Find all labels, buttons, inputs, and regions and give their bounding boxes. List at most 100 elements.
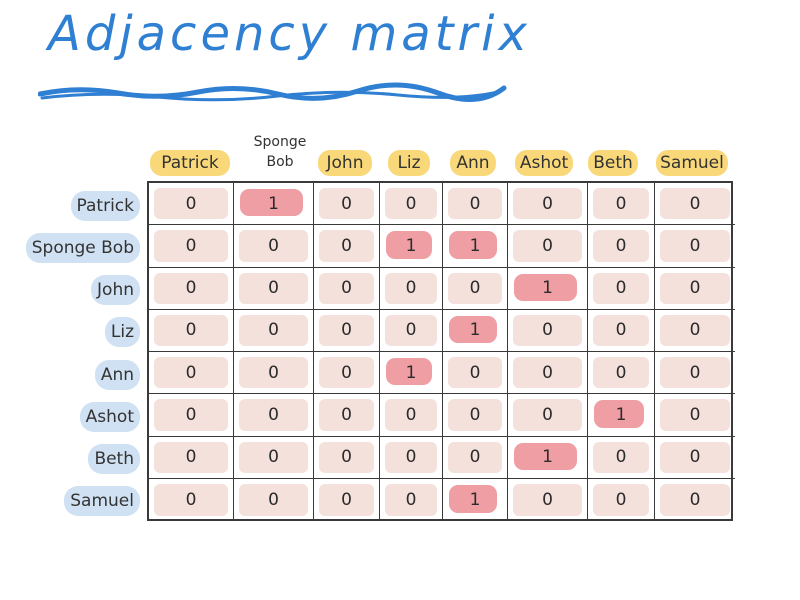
matrix-cell: 0 <box>588 225 655 268</box>
row-header-sponge-bob: Sponge Bob <box>25 233 140 263</box>
cell-background <box>239 230 308 262</box>
edge-highlight <box>386 231 432 259</box>
matrix-cell-value: 0 <box>615 320 627 341</box>
matrix-cell-value: 0 <box>689 489 701 510</box>
edge-highlight <box>386 358 432 386</box>
matrix-cell: 0 <box>443 183 508 226</box>
cell-background <box>154 399 228 431</box>
matrix-cell-value: 0 <box>542 489 553 510</box>
matrix-cell-value: 0 <box>268 489 279 510</box>
cell-background <box>385 314 437 346</box>
matrix-cell: 0 <box>443 352 508 395</box>
row-header-ann: Ann <box>94 360 140 390</box>
matrix-cell: 0 <box>588 478 655 521</box>
matrix-cell-value: 1 <box>405 362 417 383</box>
cell-background <box>319 314 374 346</box>
cell-background <box>593 314 649 346</box>
cell-background <box>319 399 374 431</box>
cell-background <box>154 230 228 262</box>
matrix-cell: 0 <box>508 352 588 395</box>
matrix-cell: 0 <box>655 479 735 521</box>
matrix-cell: 0 <box>314 478 380 521</box>
matrix-cell: 1 <box>443 478 508 521</box>
cell-background <box>593 188 649 220</box>
cell-background <box>593 357 649 389</box>
cell-background <box>660 314 730 346</box>
matrix-cell: 1 <box>443 225 508 268</box>
matrix-cell-value: 0 <box>185 235 197 256</box>
matrix-cell-value: 0 <box>185 489 197 510</box>
matrix-cell-value: 0 <box>268 278 279 299</box>
matrix-cell: 0 <box>234 478 314 521</box>
matrix-cell: 0 <box>380 478 443 521</box>
matrix-cell-value: 0 <box>268 235 279 256</box>
cell-background <box>154 357 228 389</box>
matrix-cell: 0 <box>314 352 380 395</box>
matrix-cell: 0 <box>234 436 314 479</box>
matrix-cell-value: 0 <box>341 362 352 383</box>
cell-background <box>239 357 308 389</box>
matrix-cell-value: 0 <box>469 447 481 468</box>
edge-highlight <box>594 400 644 428</box>
matrix-cell-value: 0 <box>268 404 279 425</box>
matrix-cell-value: 0 <box>405 193 417 214</box>
matrix-cell: 0 <box>234 394 314 437</box>
matrix-cell: 0 <box>149 309 234 352</box>
cell-background <box>154 314 228 346</box>
adjacency-matrix-grid: 0 1 0 0 0 0 0 0 0 0 0 1 1 0 0 0 0 0 0 0 0 1 0 0 0 0 0 0 1 0 0 0 0 0 0 1 0 0 0 0… <box>147 181 735 521</box>
row-header-beth: Beth <box>88 444 140 474</box>
matrix-cell-value: 0 <box>615 235 627 256</box>
matrix-cell-value: 0 <box>405 320 417 341</box>
cell-background <box>513 399 582 431</box>
cell-background <box>154 188 228 220</box>
matrix-cell: 0 <box>314 267 380 310</box>
cell-background <box>660 441 730 473</box>
matrix-cell-value: 1 <box>405 235 417 256</box>
row-header-liz: Liz <box>104 317 140 347</box>
matrix-cell-value: 1 <box>469 489 481 510</box>
matrix-cell: 0 <box>314 183 380 226</box>
matrix-cell: 0 <box>380 436 443 479</box>
matrix-cell: 0 <box>149 183 234 226</box>
matrix-cell-value: 0 <box>615 362 627 383</box>
cell-background <box>660 357 730 389</box>
matrix-cell: 0 <box>443 267 508 310</box>
edge-highlight <box>514 442 577 470</box>
matrix-cell-value: 0 <box>341 235 352 256</box>
matrix-cell-value: 0 <box>341 320 352 341</box>
page-title: Adjacency matrix <box>48 6 531 62</box>
matrix-cell: 0 <box>508 183 588 226</box>
matrix-cell-value: 1 <box>542 278 553 299</box>
cell-background <box>319 483 374 516</box>
cell-background <box>593 483 649 516</box>
matrix-cell-value: 0 <box>469 362 481 383</box>
cell-background <box>513 357 582 389</box>
matrix-cell: 1 <box>508 436 588 479</box>
cell-background <box>513 230 582 262</box>
cell-background <box>593 441 649 473</box>
matrix-cell-value: 1 <box>469 320 481 341</box>
cell-background <box>154 441 228 473</box>
matrix-cell-value: 0 <box>185 193 197 214</box>
matrix-cell-value: 1 <box>615 404 627 425</box>
cell-background <box>239 314 308 346</box>
cell-background <box>660 230 730 262</box>
matrix-cell-value: 0 <box>689 320 701 341</box>
matrix-cell-value: 0 <box>469 404 481 425</box>
matrix-cell-value: 0 <box>689 447 701 468</box>
matrix-cell-value: 0 <box>615 193 627 214</box>
cell-background <box>239 272 308 304</box>
matrix-cell: 0 <box>234 225 314 268</box>
matrix-cell-value: 0 <box>405 278 417 299</box>
row-header-ashot: Ashot <box>79 402 140 432</box>
matrix-cell: 0 <box>588 352 655 395</box>
cell-background <box>319 357 374 389</box>
matrix-cell: 0 <box>149 267 234 310</box>
matrix-cell-value: 0 <box>185 404 197 425</box>
edge-highlight <box>514 273 577 301</box>
matrix-cell-value: 0 <box>689 278 701 299</box>
matrix-cell-value: 0 <box>185 278 197 299</box>
matrix-cell: 0 <box>588 267 655 310</box>
matrix-cell: 0 <box>508 478 588 521</box>
matrix-cell-value: 0 <box>185 447 197 468</box>
